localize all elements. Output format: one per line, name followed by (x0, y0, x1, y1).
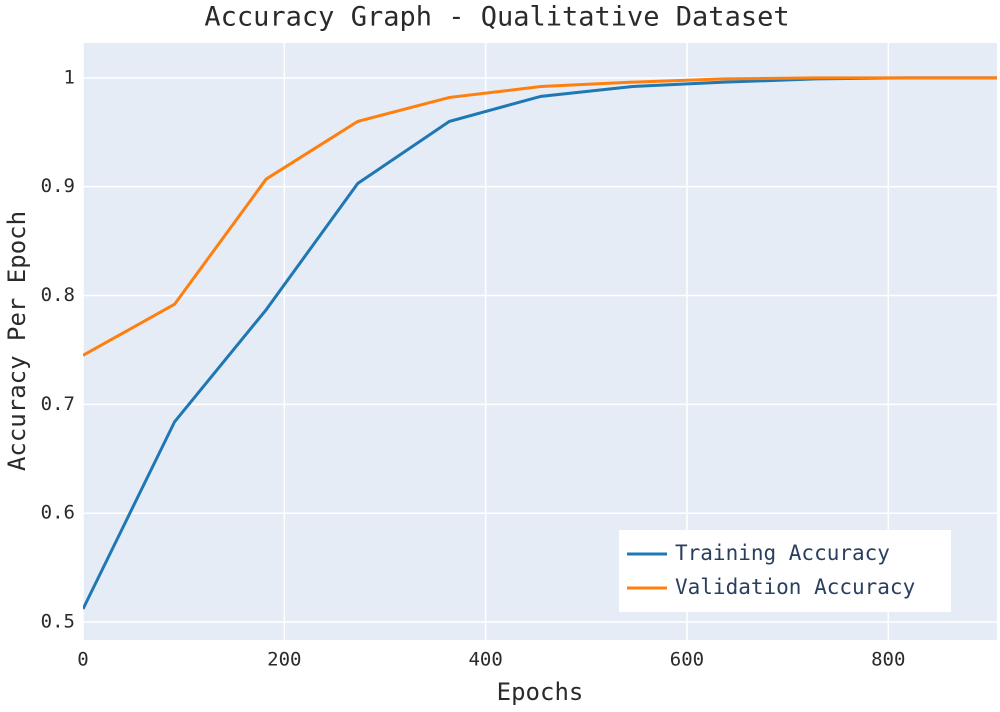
x-tick-label: 800 (871, 649, 905, 671)
y-tick-label: 0.7 (41, 393, 75, 415)
x-tick-label: 200 (267, 649, 301, 671)
legend-label: Training Accuracy (675, 541, 890, 565)
x-tick-label: 400 (468, 649, 502, 671)
legend-label: Validation Accuracy (675, 575, 915, 599)
data-line (83, 76, 997, 357)
x-tick-label: 0 (77, 649, 88, 671)
y-tick-label: 0.8 (41, 284, 75, 306)
x-axis-label: Epochs (497, 678, 584, 706)
legend-box (619, 530, 951, 612)
y-tick-label: 1 (64, 66, 75, 88)
y-tick-label: 0.6 (41, 502, 75, 524)
x-tick-label: 600 (670, 649, 704, 671)
y-tick-label: 0.9 (41, 175, 75, 197)
y-axis-label: Accuracy Per Epoch (3, 211, 31, 471)
chart-title: Accuracy Graph - Qualitative Dataset (204, 2, 789, 33)
y-tick-label: 0.5 (41, 611, 75, 633)
